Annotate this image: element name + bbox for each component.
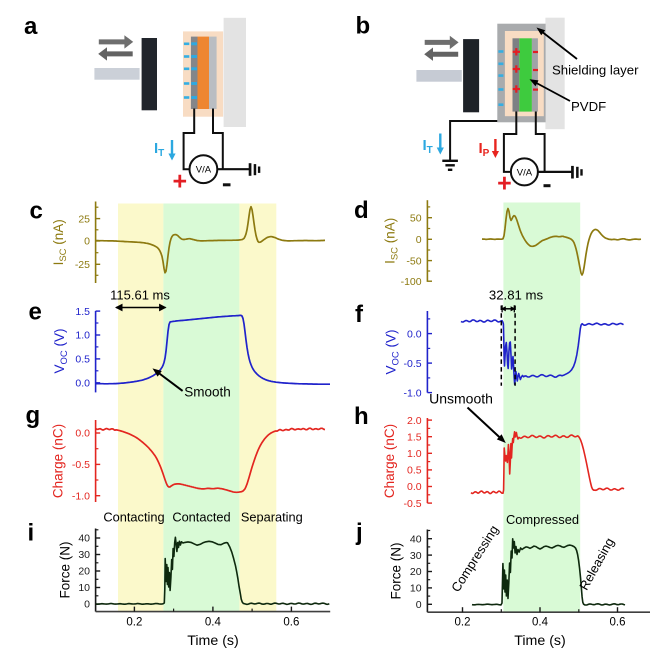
svg-text:0.0: 0.0 xyxy=(407,481,422,493)
svg-text:V/A: V/A xyxy=(196,165,212,176)
svg-text:0.6: 0.6 xyxy=(610,617,626,629)
svg-text:40: 40 xyxy=(410,533,422,545)
svg-text:0.5: 0.5 xyxy=(407,465,422,477)
svg-text:Force (N): Force (N) xyxy=(389,543,404,600)
svg-text:-25: -25 xyxy=(75,259,90,271)
svg-text:50: 50 xyxy=(410,212,422,224)
svg-text:+: + xyxy=(172,168,187,196)
svg-text:-1.0: -1.0 xyxy=(404,387,422,399)
svg-text:Unsmooth: Unsmooth xyxy=(429,391,493,407)
svg-text:0.2: 0.2 xyxy=(126,617,142,629)
svg-text:Smooth: Smooth xyxy=(184,384,231,399)
svg-text:-0.5: -0.5 xyxy=(72,459,90,471)
svg-text:Charge (nC): Charge (nC) xyxy=(382,424,397,498)
svg-text:Time (s): Time (s) xyxy=(187,633,239,649)
svg-text:-1.0: -1.0 xyxy=(72,490,90,502)
svg-text:VOC (V): VOC (V) xyxy=(384,329,402,374)
svg-text:e: e xyxy=(29,299,42,326)
svg-text:-100: -100 xyxy=(401,276,422,288)
svg-text:20: 20 xyxy=(410,566,422,578)
svg-text:a: a xyxy=(24,13,38,40)
svg-text:IP: IP xyxy=(479,140,490,159)
svg-text:0.5: 0.5 xyxy=(75,354,90,366)
svg-text:10: 10 xyxy=(78,582,90,594)
svg-text:0: 0 xyxy=(84,236,90,248)
svg-text:25: 25 xyxy=(78,213,90,225)
svg-text:Time (s): Time (s) xyxy=(514,633,566,649)
svg-text:2.0: 2.0 xyxy=(407,415,422,427)
svg-text:V/A: V/A xyxy=(517,167,533,178)
svg-text:0: 0 xyxy=(416,234,422,246)
svg-text:1.5: 1.5 xyxy=(75,306,90,318)
svg-text:IT: IT xyxy=(423,137,433,156)
svg-text:+: + xyxy=(497,170,512,198)
svg-text:0.0: 0.0 xyxy=(407,328,422,340)
svg-text:f: f xyxy=(355,301,364,328)
svg-text:40: 40 xyxy=(78,533,90,545)
svg-text:Charge (nC): Charge (nC) xyxy=(51,424,66,498)
svg-text:Shielding layer: Shielding layer xyxy=(552,63,639,78)
svg-text:d: d xyxy=(354,197,369,224)
svg-text:VOC (V): VOC (V) xyxy=(52,328,70,373)
svg-text:0.4: 0.4 xyxy=(205,617,222,629)
svg-text:b: b xyxy=(356,13,371,40)
svg-text:j: j xyxy=(355,519,363,546)
svg-text:Separating: Separating xyxy=(241,510,303,525)
svg-text:0.6: 0.6 xyxy=(283,617,299,629)
svg-text:-0.5: -0.5 xyxy=(404,358,422,370)
svg-text:10: 10 xyxy=(410,583,422,595)
svg-text:-0.5: -0.5 xyxy=(404,498,422,510)
svg-text:0.0: 0.0 xyxy=(75,428,90,440)
svg-text:g: g xyxy=(26,402,41,429)
svg-text:PVDF: PVDF xyxy=(571,99,606,114)
svg-text:0.4: 0.4 xyxy=(532,617,549,629)
svg-text:Contacting: Contacting xyxy=(103,510,164,525)
svg-text:30: 30 xyxy=(410,550,422,562)
svg-text:32.81 ms: 32.81 ms xyxy=(489,287,544,302)
svg-text:0.2: 0.2 xyxy=(455,617,471,629)
svg-text:0: 0 xyxy=(84,599,90,611)
svg-text:IT: IT xyxy=(154,140,164,159)
svg-text:Contacted: Contacted xyxy=(172,510,230,525)
svg-text:1.0: 1.0 xyxy=(407,448,422,460)
svg-text:Force (N): Force (N) xyxy=(58,542,73,599)
svg-text:-50: -50 xyxy=(406,255,421,267)
svg-text:i: i xyxy=(28,519,35,546)
svg-text:1.5: 1.5 xyxy=(407,431,422,443)
svg-text:h: h xyxy=(354,403,369,430)
svg-text:c: c xyxy=(30,197,43,224)
svg-text:115.61 ms: 115.61 ms xyxy=(110,288,170,303)
svg-text:20: 20 xyxy=(78,566,90,578)
svg-text:0.0: 0.0 xyxy=(75,378,90,390)
svg-text:Compressed: Compressed xyxy=(506,512,579,527)
svg-text:30: 30 xyxy=(78,549,90,561)
svg-text:1.0: 1.0 xyxy=(75,330,90,342)
svg-text:0: 0 xyxy=(416,599,422,611)
